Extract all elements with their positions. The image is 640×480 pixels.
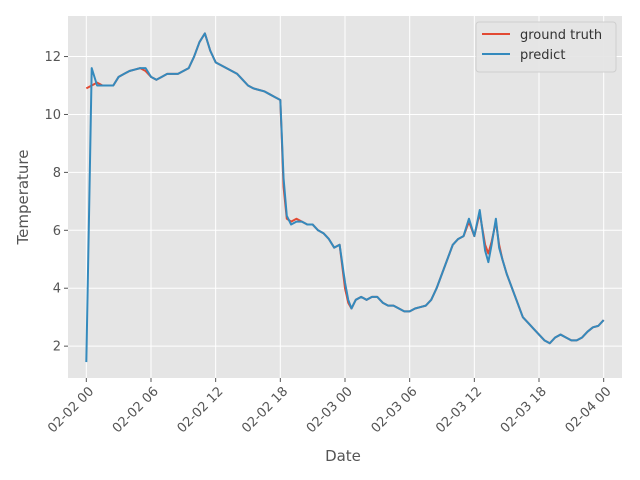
- x-tick-label: 02-02 06: [110, 384, 162, 436]
- x-axis-label: Date: [325, 447, 361, 465]
- legend-label-predict: predict: [520, 48, 565, 63]
- x-tick-label: 02-02 12: [175, 384, 227, 436]
- y-axis-ticks: 2 4 6 8 10 12: [44, 50, 68, 355]
- x-tick-label: 02-02 18: [239, 384, 291, 436]
- y-tick-label: 4: [53, 282, 61, 297]
- y-tick-label: 6: [53, 224, 61, 239]
- y-tick-label: 10: [44, 108, 61, 123]
- x-tick-label: 02-04 00: [563, 384, 615, 436]
- x-axis-ticks: 02-02 00 02-02 06 02-02 12 02-02 18 02-03 00…: [45, 378, 615, 436]
- y-tick-label: 2: [53, 340, 61, 355]
- y-axis-label: Temperature: [14, 149, 32, 245]
- x-tick-label: 02-03 18: [498, 384, 550, 436]
- legend-label-ground-truth: ground truth: [520, 28, 602, 43]
- x-tick-label: 02-03 00: [304, 384, 356, 436]
- series-line-predict: [85, 32, 605, 363]
- y-tick-label: 8: [53, 166, 61, 181]
- x-tick-label: 02-02 00: [45, 384, 97, 436]
- x-tick-label: 02-03 12: [433, 384, 485, 436]
- x-tick-label: 02-03 06: [369, 384, 421, 436]
- y-tick-label: 12: [44, 50, 61, 65]
- legend: ground truth predict: [475, 21, 617, 73]
- legend-box: [475, 21, 617, 73]
- series-lines: [85, 32, 605, 363]
